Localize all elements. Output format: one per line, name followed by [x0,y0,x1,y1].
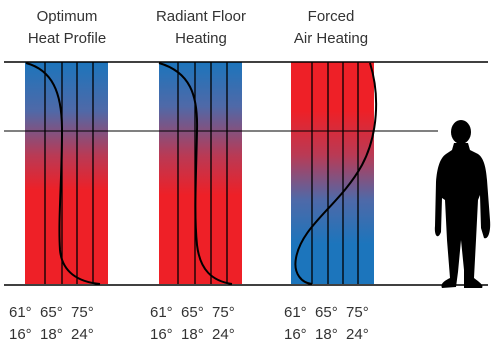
title-radiant: Radiant Floor Heating [146,6,256,50]
panel-optimum [25,62,108,285]
celsius-ticks-optimum: 16° 18° 24° [9,326,94,343]
title-optimum-line2: Heat Profile [27,30,107,47]
fahrenheit-ticks-forced-air: 61° 65° 75° [284,304,369,321]
title-radiant-line2: Heating [175,30,227,47]
temperature-gradient-forced-air [291,62,374,284]
heat-profile-curve-forced-air [294,62,378,285]
person-silhouette [434,120,491,288]
fahrenheit-ticks-radiant: 61° 65° 75° [150,304,235,321]
title-radiant-line1: Radiant Floor [155,8,247,25]
title-forced-air-line2: Air Heating [293,30,369,47]
temperature-gradient-optimum [25,62,108,284]
celsius-ticks-radiant: 16° 18° 24° [150,326,235,343]
title-forced-air: Forced Air Heating [276,6,386,50]
ticks-radiant: 61° 65° 75° 16° 18° 24° [150,302,235,346]
title-optimum-line1: Optimum [36,8,98,25]
title-forced-air-line1: Forced [307,8,355,25]
temperature-gradient-radiant [159,62,242,284]
title-optimum: Optimum Heat Profile [12,6,122,50]
fahrenheit-ticks-optimum: 61° 65° 75° [9,304,94,321]
panel-radiant [158,62,242,285]
ticks-forced-air: 61° 65° 75° 16° 18° 24° [284,302,369,346]
celsius-ticks-forced-air: 16° 18° 24° [284,326,369,343]
ticks-optimum: 61° 65° 75° 16° 18° 24° [9,302,94,346]
panel-forced-air [291,62,378,285]
heat-profile-curve-optimum [25,62,101,285]
heat-profile-curve-radiant [158,62,233,285]
